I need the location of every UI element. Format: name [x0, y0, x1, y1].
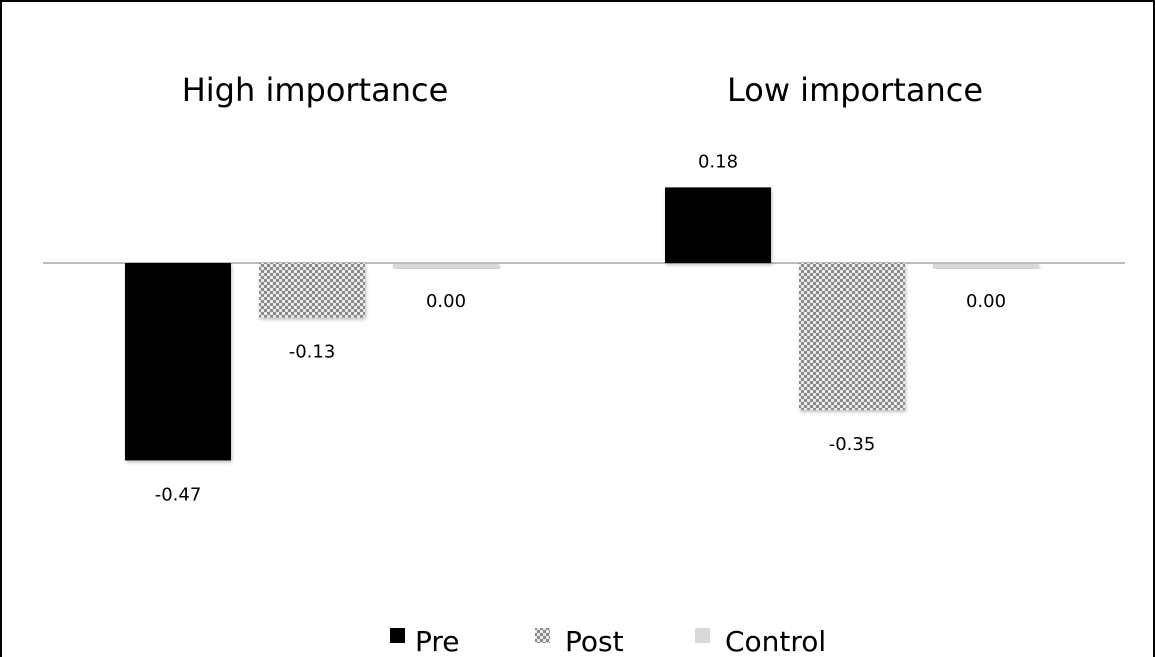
group-title-low-importance: Low importance: [727, 71, 983, 109]
bar-control-low-importance: [933, 264, 1039, 268]
legend-swatch-pre: [390, 628, 405, 643]
legend-label-pre: Pre: [415, 625, 460, 657]
legend-label-post: Post: [565, 625, 624, 657]
legend-label-control: Control: [725, 625, 826, 657]
data-label-pre-low-importance: 0.18: [698, 151, 738, 172]
data-label-pre-high-importance: -0.47: [155, 484, 202, 505]
data-label-control-high-importance: 0.00: [426, 291, 466, 312]
bar-post-low-importance: [799, 263, 905, 410]
bar-post-high-importance: [259, 263, 365, 318]
legend-swatch-post: [535, 628, 550, 643]
bar-control-high-importance: [393, 264, 499, 268]
bar-pre-high-importance: [125, 263, 231, 461]
bar-pre-low-importance: [665, 187, 771, 263]
data-label-post-high-importance: -0.13: [289, 342, 336, 363]
legend-swatch-control: [695, 628, 710, 643]
group-title-high-importance: High importance: [182, 71, 449, 109]
data-label-control-low-importance: 0.00: [966, 291, 1006, 312]
legend: Pre Post Control: [390, 625, 826, 657]
data-label-post-low-importance: -0.35: [829, 434, 876, 455]
